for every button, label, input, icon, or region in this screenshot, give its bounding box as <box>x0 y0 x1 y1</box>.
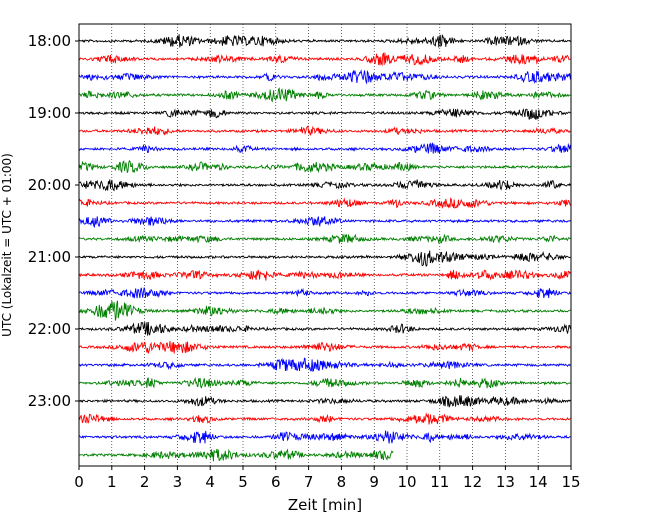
seismic-trace <box>78 69 571 85</box>
x-tick-label: 9 <box>369 473 379 491</box>
x-tick-label: 5 <box>238 473 248 491</box>
seismic-trace <box>78 159 571 174</box>
seismic-trace <box>78 412 571 425</box>
seismic-trace <box>78 395 571 409</box>
x-axis-ticks: 0 1 2 3 4 5 6 7 8 9 10 11 12 13 14 15 <box>74 466 581 491</box>
x-tick-label: 14 <box>529 473 548 491</box>
x-tick-label: 0 <box>74 473 84 491</box>
plot-frame <box>78 23 572 467</box>
x-tick-label: 13 <box>496 473 515 491</box>
seismic-trace <box>78 216 571 229</box>
seismic-trace <box>78 108 571 121</box>
x-axis-label: Zeit [min] <box>288 496 362 514</box>
y-axis-ticks: 18:00 19:00 20:00 21:00 22:00 23:00 <box>28 32 79 410</box>
seismic-trace <box>78 233 571 244</box>
x-tick-label: 8 <box>337 473 347 491</box>
y-tick-label: 20:00 <box>28 176 71 194</box>
x-tick-label: 11 <box>430 473 449 491</box>
seismic-trace <box>78 142 571 155</box>
seismic-trace <box>78 448 394 462</box>
seismic-trace <box>78 34 571 48</box>
x-tick-label: 7 <box>304 473 314 491</box>
seismic-trace <box>78 376 571 389</box>
seismic-trace <box>78 340 571 354</box>
seismic-trace <box>79 430 571 444</box>
y-tick-label: 22:00 <box>28 320 71 338</box>
y-tick-label: 23:00 <box>28 392 71 410</box>
seismic-trace <box>78 197 571 209</box>
seismic-trace <box>78 250 571 267</box>
y-tick-label: 18:00 <box>28 32 71 50</box>
seismic-traces <box>78 34 571 462</box>
seismic-trace <box>78 287 571 299</box>
x-tick-label: 10 <box>397 473 416 491</box>
x-tick-label: 6 <box>271 473 281 491</box>
seismic-trace <box>78 357 571 372</box>
y-axis-label: UTC (Lokalzeit = UTC + 01:00) <box>0 153 14 337</box>
y-tick-label: 19:00 <box>28 104 71 122</box>
x-tick-label: 3 <box>173 473 183 491</box>
seismic-trace <box>78 300 571 321</box>
x-tick-label: 4 <box>205 473 215 491</box>
x-tick-label: 1 <box>107 473 117 491</box>
seismic-trace <box>78 321 571 336</box>
seismic-trace <box>78 125 571 136</box>
seismic-trace <box>78 269 571 281</box>
y-tick-label: 21:00 <box>28 248 71 266</box>
x-tick-label: 15 <box>561 473 580 491</box>
x-tick-label: 2 <box>140 473 150 491</box>
seismic-trace <box>78 87 571 103</box>
seismic-trace <box>78 179 571 192</box>
x-tick-label: 12 <box>463 473 482 491</box>
seismic-trace <box>78 52 571 67</box>
